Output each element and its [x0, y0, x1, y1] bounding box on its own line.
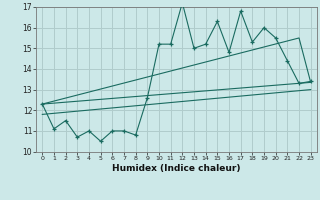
X-axis label: Humidex (Indice chaleur): Humidex (Indice chaleur)	[112, 164, 241, 173]
